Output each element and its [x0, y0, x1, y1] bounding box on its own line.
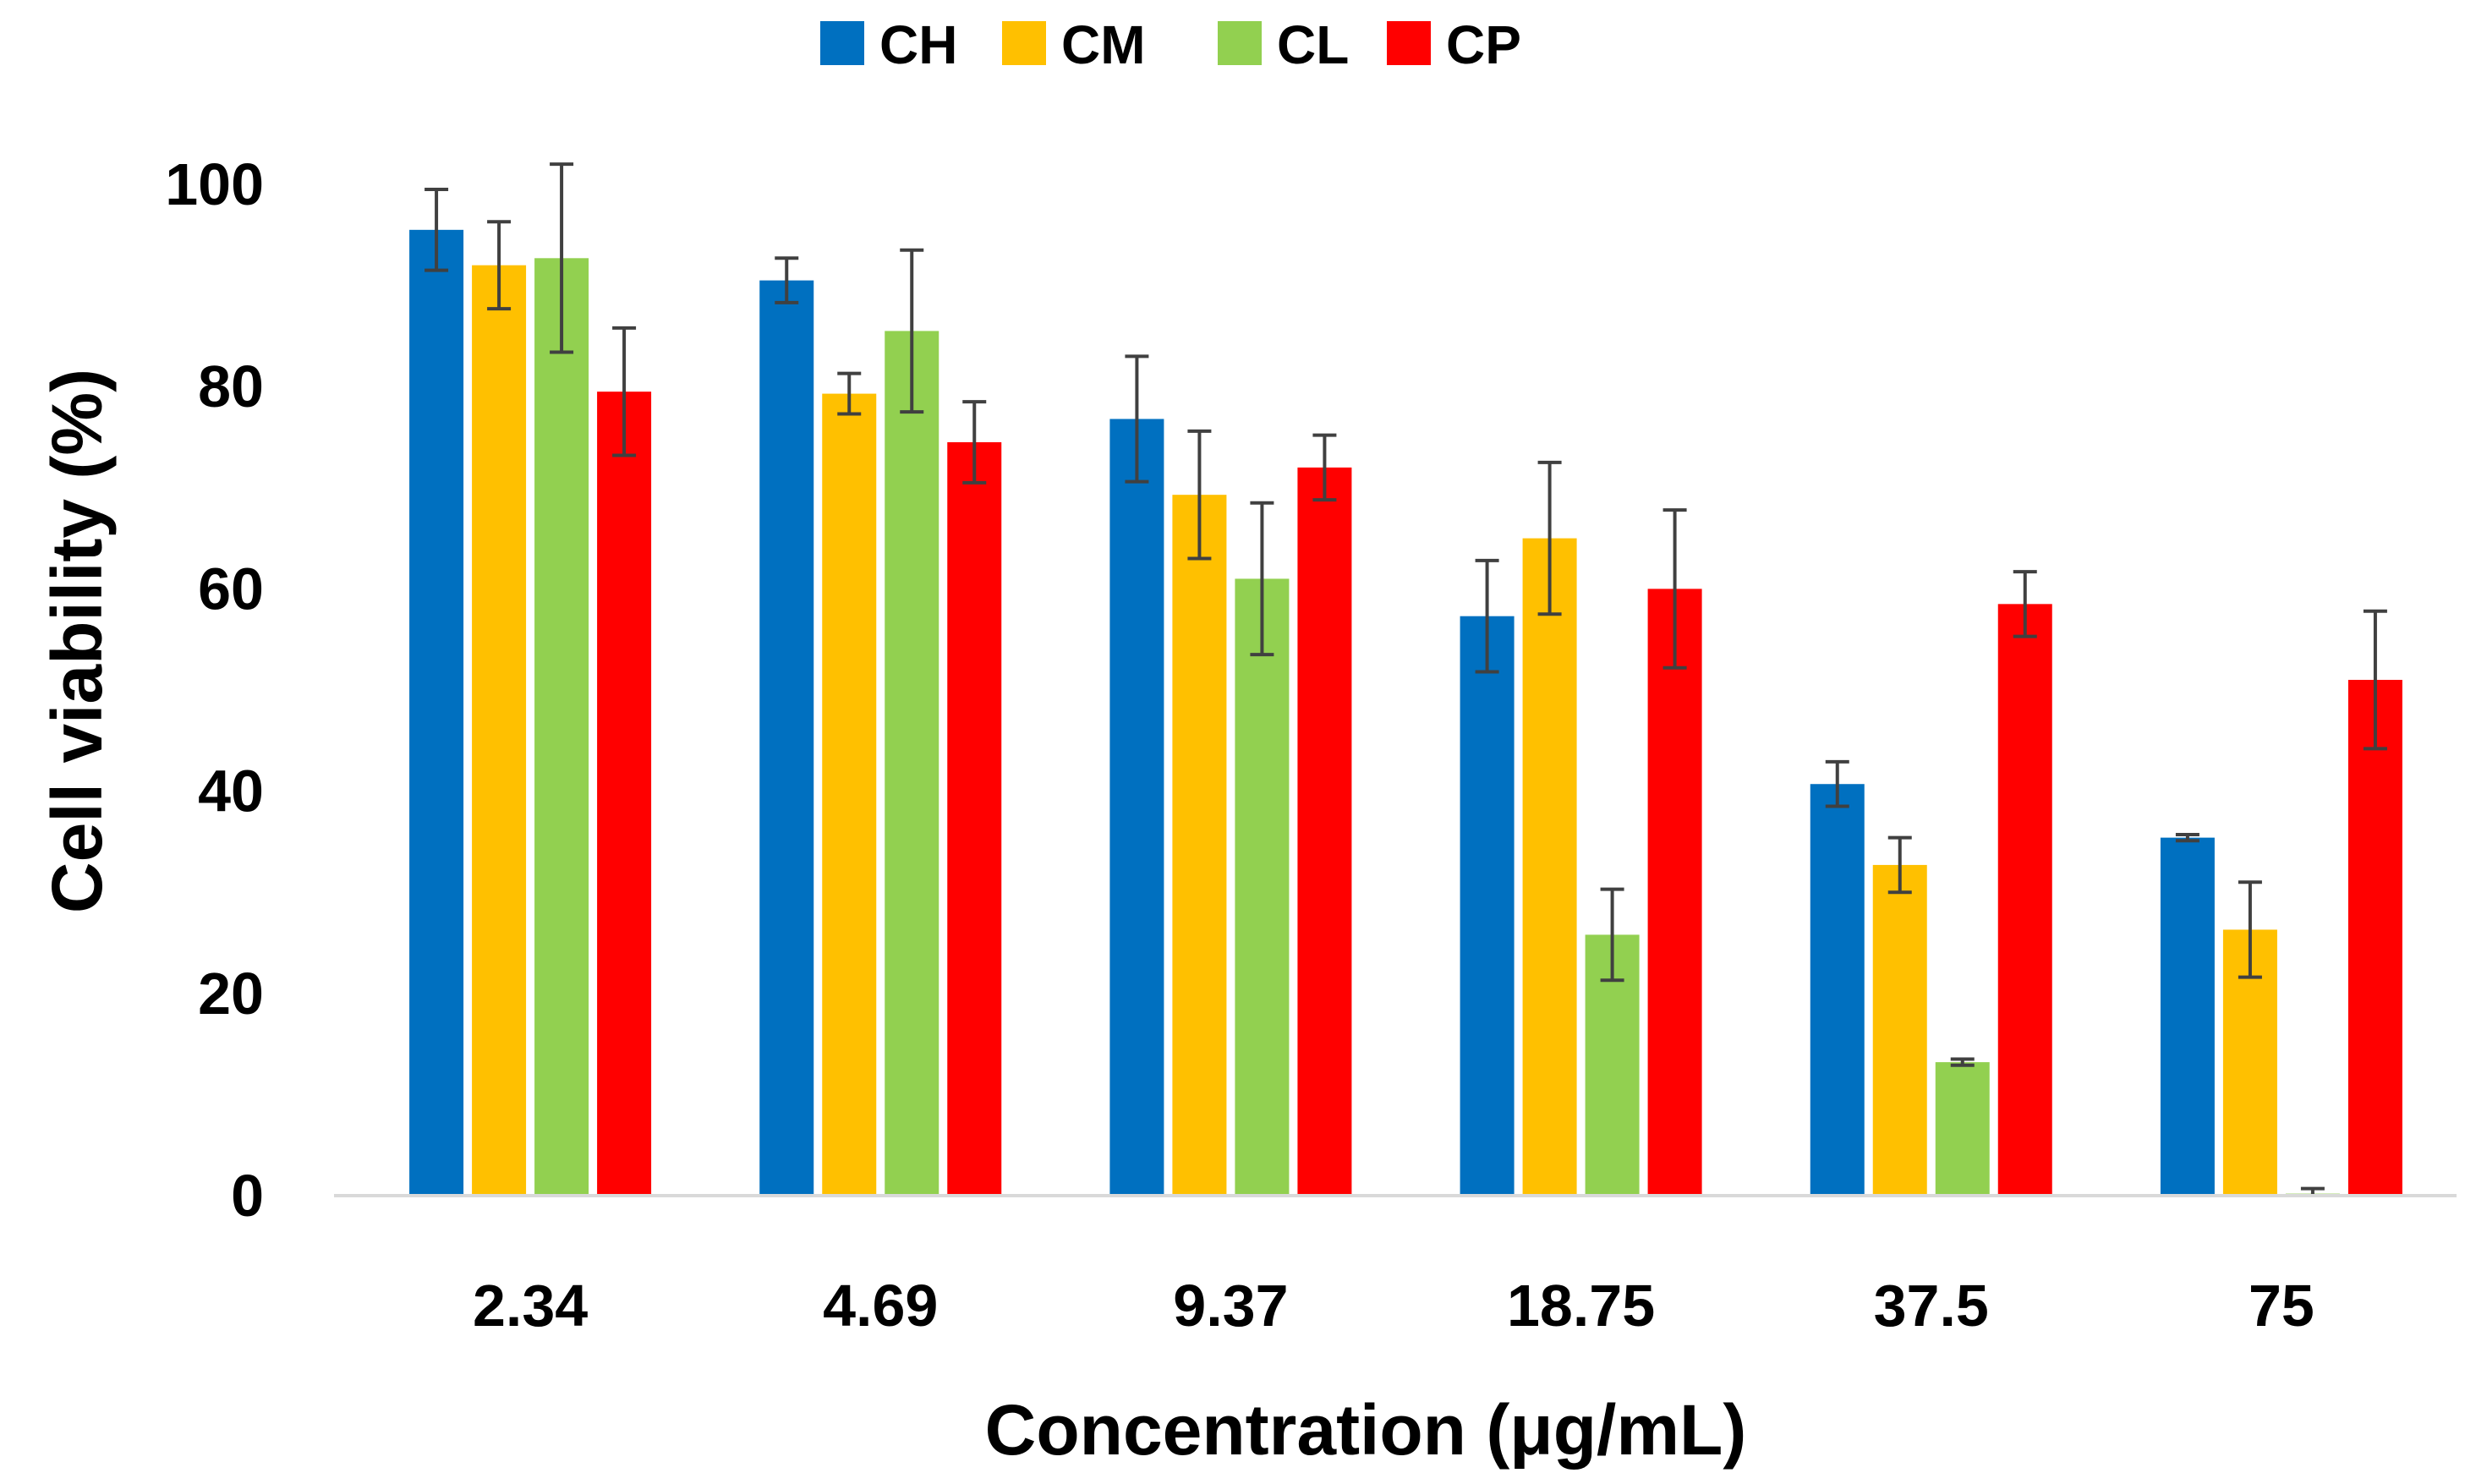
- legend-item-cm: CM: [1002, 14, 1146, 75]
- error-bar-cl-2-34: [550, 162, 574, 354]
- x-tick-label-18-75: 18.75: [1507, 1273, 1655, 1339]
- y-tick-label-100: 100: [165, 151, 264, 217]
- bar-ch-75: [2160, 837, 2215, 1196]
- x-tick-label-4-69: 4.69: [823, 1273, 938, 1339]
- bar-cp-37-5: [1997, 604, 2052, 1196]
- legend-label-cp: CP: [1446, 14, 1521, 75]
- error-bar-cm-75: [2238, 880, 2262, 979]
- x-axis-ticks: 2.34 4.69 9.37 18.75 37.5 75: [473, 1273, 2314, 1339]
- error-bar-cp-4-69: [962, 400, 987, 485]
- error-bar-cm-2-34: [487, 220, 512, 311]
- x-axis-title: Concentration (μg/mL): [985, 1390, 1747, 1470]
- error-bar-cl-18-75: [1600, 887, 1624, 983]
- bar-cm-2-34: [472, 265, 527, 1197]
- bar-cl-4-69: [885, 331, 939, 1196]
- bar-cm-18-75: [1522, 538, 1577, 1196]
- error-bar-cp-37-5: [2013, 570, 2037, 638]
- legend-swatch-cp: [1387, 21, 1431, 65]
- legend-label-ch: CH: [879, 14, 957, 75]
- legend-label-cl: CL: [1277, 14, 1349, 75]
- legend-item-cl: CL: [1218, 14, 1349, 75]
- error-bar-cp-18-75: [1663, 508, 1687, 670]
- error-bar-cl-37-5: [1950, 1057, 1975, 1067]
- error-bar-ch-75: [2175, 833, 2199, 843]
- bars-layer: [409, 229, 2402, 1197]
- bar-cp-18-75: [1647, 589, 1702, 1196]
- error-bar-cl-9-37: [1250, 501, 1274, 657]
- legend-swatch-cl: [1218, 21, 1262, 65]
- bar-ch-18-75: [1460, 616, 1515, 1196]
- error-bar-ch-9-37: [1125, 354, 1149, 484]
- bar-cm-37-5: [1872, 864, 1927, 1196]
- error-bar-cl-4-69: [900, 248, 924, 414]
- bar-cl-9-37: [1235, 578, 1290, 1196]
- error-bar-ch-2-34: [425, 187, 449, 272]
- error-bar-cp-2-34: [612, 326, 637, 457]
- bar-cp-75: [2347, 680, 2402, 1196]
- bar-cm-4-69: [822, 393, 877, 1196]
- bar-cp-9-37: [1297, 467, 1352, 1196]
- bar-ch-37-5: [1810, 784, 1865, 1196]
- error-bar-cm-4-69: [837, 371, 862, 416]
- error-bar-cp-75: [2363, 609, 2387, 751]
- y-tick-label-80: 80: [198, 353, 264, 419]
- y-axis-title: Cell viability (%): [37, 369, 117, 913]
- error-bar-cm-18-75: [1537, 460, 1562, 616]
- x-tick-label-2-34: 2.34: [473, 1273, 588, 1339]
- bar-cp-2-34: [597, 392, 652, 1196]
- bar-ch-4-69: [759, 280, 814, 1196]
- legend-item-ch: CH: [820, 14, 957, 75]
- error-bar-cp-9-37: [1312, 433, 1337, 502]
- bar-cp-4-69: [947, 441, 1002, 1196]
- y-axis-ticks: 0 20 40 60 80 100: [165, 151, 264, 1229]
- legend: CH CM CL CP: [820, 14, 1521, 75]
- y-tick-label-20: 20: [198, 961, 264, 1027]
- error-bar-ch-4-69: [775, 256, 799, 304]
- error-bar-ch-37-5: [1825, 759, 1849, 808]
- x-tick-label-37-5: 37.5: [1874, 1273, 1989, 1339]
- bar-cl-2-34: [534, 258, 589, 1197]
- bar-cm-9-37: [1172, 495, 1227, 1196]
- error-bars-layer: [425, 162, 2387, 1197]
- error-bar-cm-37-5: [1887, 835, 1912, 895]
- bar-cl-37-5: [1935, 1062, 1990, 1196]
- legend-label-cm: CM: [1061, 14, 1146, 75]
- legend-swatch-ch: [820, 21, 864, 65]
- legend-swatch-cm: [1002, 21, 1046, 65]
- x-tick-label-9-37: 9.37: [1173, 1273, 1288, 1339]
- y-tick-label-40: 40: [198, 758, 264, 824]
- y-tick-label-60: 60: [198, 556, 264, 622]
- error-bar-ch-18-75: [1475, 558, 1499, 674]
- bar-ch-9-37: [1109, 419, 1164, 1196]
- error-bar-cm-9-37: [1187, 429, 1212, 561]
- y-tick-label-0: 0: [231, 1163, 264, 1229]
- x-tick-label-75: 75: [2249, 1273, 2314, 1339]
- legend-item-cp: CP: [1387, 14, 1521, 75]
- bar-ch-2-34: [409, 229, 464, 1196]
